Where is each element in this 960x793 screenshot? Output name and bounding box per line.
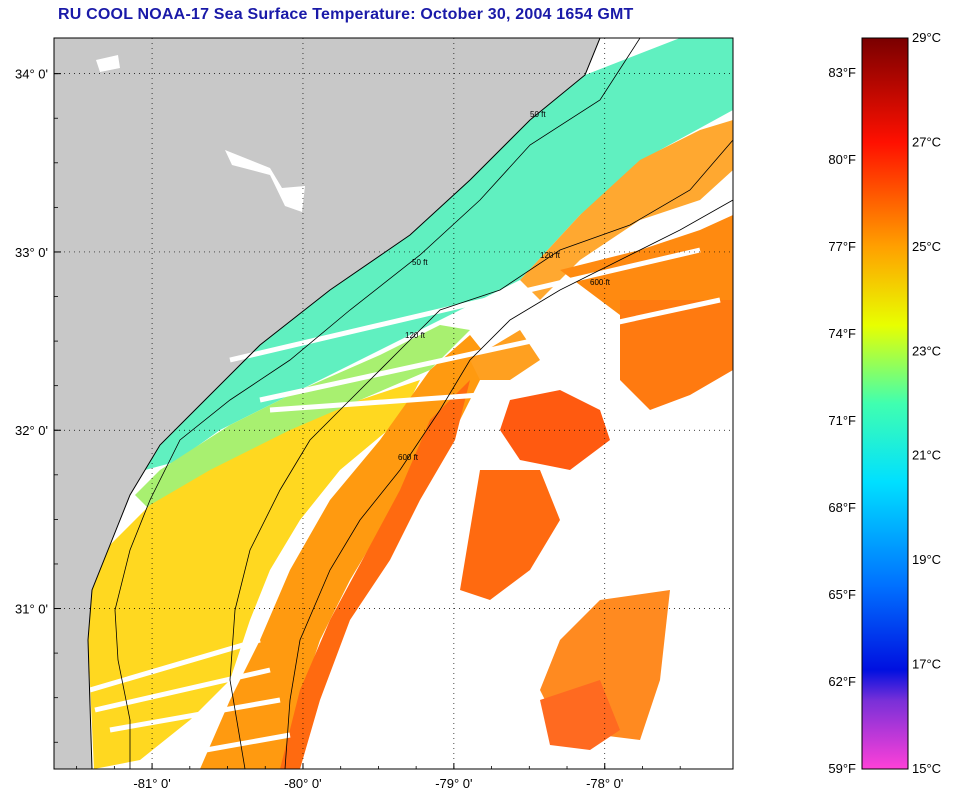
contour-label-600ft-2: 600 ft — [398, 453, 419, 462]
map-title: RU COOL NOAA-17 Sea Surface Temperature:… — [58, 6, 634, 23]
contour-label-600ft: 600 ft — [590, 278, 611, 287]
lon-tick-label: -81° 0' — [133, 776, 170, 791]
fahrenheit-label: 59°F — [828, 761, 856, 776]
fahrenheit-label: 83°F — [828, 65, 856, 80]
fahrenheit-label: 71°F — [828, 413, 856, 428]
colorbar-labels: 29°C 27°C 25°C 23°C 21°C 19°C 17°C 15°C 83°F 80°F… — [828, 30, 941, 776]
contour-50ft — [114, 38, 641, 769]
contour-label-50ft: 50 ft — [530, 110, 546, 119]
fahrenheit-label: 68°F — [828, 500, 856, 515]
lat-tick-label: 32° 0' — [15, 423, 48, 438]
lat-tick-label: 31° 0' — [15, 602, 48, 617]
graticule — [54, 38, 733, 769]
fahrenheit-label: 74°F — [828, 326, 856, 341]
map-frame — [53, 37, 734, 770]
lon-tick-label: -78° 0' — [586, 776, 623, 791]
celsius-label: 17°C — [912, 657, 941, 672]
celsius-label: 25°C — [912, 239, 941, 254]
map-axes: -81° 0' -80° 0' -79° 0' -78° 0' 34° 0' 33° 0'… — [15, 67, 681, 791]
lon-tick-label: -80° 0' — [284, 776, 321, 791]
lat-tick-label: 33° 0' — [15, 245, 48, 260]
celsius-label: 15°C — [912, 761, 941, 776]
fahrenheit-label: 77°F — [828, 239, 856, 254]
coastline — [87, 38, 601, 769]
sst-field — [88, 38, 733, 769]
fahrenheit-label: 62°F — [828, 674, 856, 689]
celsius-label: 27°C — [912, 134, 941, 149]
celsius-label: 19°C — [912, 552, 941, 567]
celsius-label: 21°C — [912, 448, 941, 463]
lon-tick-label: -79° 0' — [435, 776, 472, 791]
contour-600ft — [284, 199, 733, 769]
scan-gaps — [89, 247, 721, 763]
contour-120ft — [229, 139, 733, 769]
inland-lakes — [96, 55, 305, 212]
contour-label-120ft-2: 120 ft — [405, 331, 426, 340]
lat-tick-label: 34° 0' — [15, 67, 48, 82]
contour-label-50ft-2: 50 ft — [412, 258, 428, 267]
fahrenheit-label: 65°F — [828, 587, 856, 602]
colorbar-gradient — [861, 37, 909, 770]
celsius-label: 29°C — [912, 30, 941, 45]
contour-label-120ft: 120 ft — [540, 251, 561, 260]
celsius-label: 23°C — [912, 343, 941, 358]
fahrenheit-label: 80°F — [828, 152, 856, 167]
